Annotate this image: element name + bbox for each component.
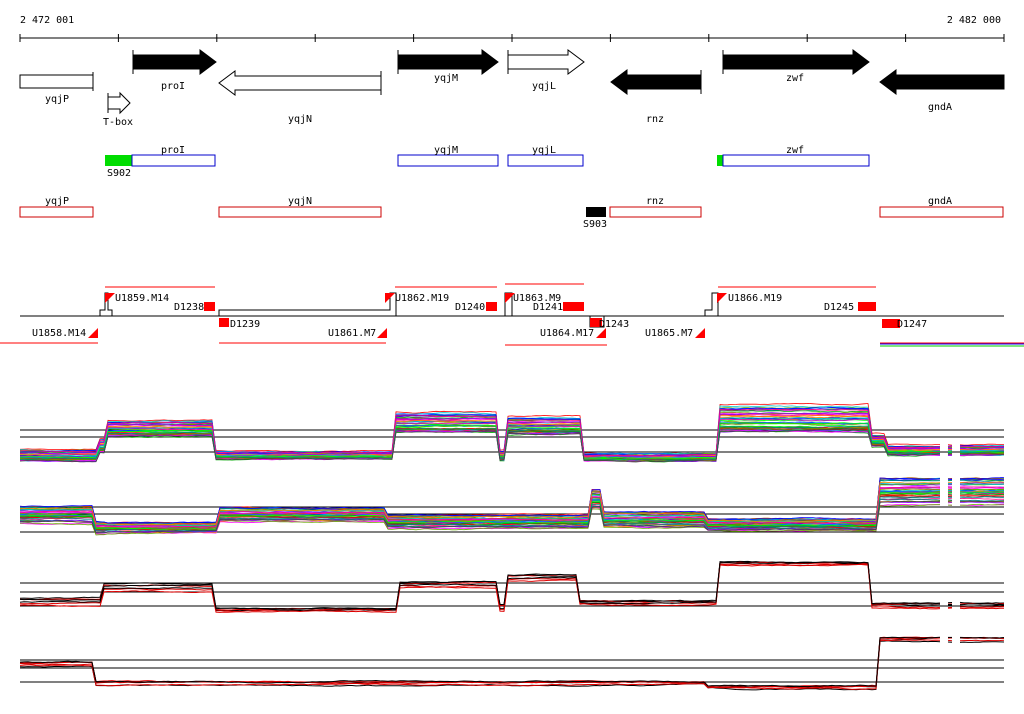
gene-label: yqjL <box>532 81 556 92</box>
segment-label: U1858.M14 <box>32 328 86 339</box>
feature-yqjP[interactable]: yqjP <box>19 196 94 218</box>
gene-yqjM[interactable]: yqjM <box>397 49 499 84</box>
feature-zwf[interactable]: zwf <box>722 145 870 167</box>
feature-label: yqjL <box>532 145 556 156</box>
ruler-end-label: 2 482 000 <box>947 15 1001 26</box>
gene-label: zwf <box>786 73 804 84</box>
segment-label: U1859.M14 <box>115 293 169 304</box>
gene-label: yqjM <box>434 73 458 84</box>
feature-rnz[interactable]: rnz <box>609 196 702 218</box>
segment-label: D1238 <box>174 302 204 313</box>
gene-yqjP[interactable]: yqjP <box>19 72 94 105</box>
gene-track: yqjP T-box proI yqjN yqjM yqjL <box>19 49 1005 128</box>
feature-label: yqjN <box>288 196 312 207</box>
expression-panel-minus-strand <box>19 477 1005 536</box>
marker-label: S903 <box>583 219 607 230</box>
expression-panel-plus-summary <box>19 560 1005 613</box>
segment-label: D1245 <box>824 302 854 313</box>
segment-label: U1863.M9 <box>513 293 561 304</box>
segmentation-track: U1859.M14 D1238 U1862.M19 D1240 U1863.M9… <box>0 283 1024 347</box>
feature-gndA[interactable]: gndA <box>879 196 1004 218</box>
gene-proI[interactable]: proI <box>132 49 217 92</box>
expression-panel-minus-summary <box>19 636 1005 691</box>
gene-t-box[interactable]: T-box <box>103 91 133 128</box>
segment-label: D1240 <box>455 302 485 313</box>
segment-label: U1861.M7 <box>328 328 376 339</box>
segment-label: D1243 <box>599 319 629 330</box>
gene-label: gndA <box>928 102 952 113</box>
plus-feature-track: S902 proI yqjM yqjL zwf <box>105 145 870 179</box>
marker-s902[interactable] <box>105 155 132 166</box>
feature-yqjM[interactable]: yqjM <box>397 145 499 167</box>
feature-label: yqjM <box>434 145 458 156</box>
expression-panel-plus-strand <box>19 402 1005 463</box>
segment-label: U1864.M17 <box>540 328 594 339</box>
coordinate-ruler: 2 472 001 2 482 000 <box>19 15 1005 42</box>
gene-zwf[interactable]: zwf <box>722 49 870 84</box>
gene-label: T-box <box>103 117 133 128</box>
gene-label: yqjP <box>45 94 69 105</box>
gene-label: yqjN <box>288 114 312 125</box>
feature-proI[interactable]: proI <box>131 145 216 167</box>
feature-label: gndA <box>928 196 952 207</box>
feature-yqjL[interactable]: yqjL <box>507 145 584 167</box>
gene-yqjL[interactable]: yqjL <box>507 49 585 92</box>
gene-label: proI <box>161 81 185 92</box>
segment-label: U1865.M7 <box>645 328 693 339</box>
feature-label: rnz <box>646 196 664 207</box>
marker-label: S902 <box>107 168 131 179</box>
segment-label: U1862.M19 <box>395 293 449 304</box>
ruler-start-label: 2 472 001 <box>20 15 74 26</box>
feature-yqjN[interactable]: yqjN <box>218 196 382 218</box>
gene-gndA[interactable]: gndA <box>879 69 1005 113</box>
segment-label: D1241 <box>533 302 563 313</box>
gene-rnz[interactable]: rnz <box>610 69 702 125</box>
feature-label: zwf <box>786 145 804 156</box>
minus-feature-track: yqjP yqjN S903 rnz gndA <box>19 196 1004 230</box>
feature-label: proI <box>161 145 185 156</box>
segment-label: D1239 <box>230 319 260 330</box>
segment-label: U1866.M19 <box>728 293 782 304</box>
feature-label: yqjP <box>45 196 69 207</box>
segment-label: D1247 <box>897 319 927 330</box>
gene-yqjN[interactable]: yqjN <box>218 70 382 125</box>
marker-zwf-start[interactable] <box>717 155 723 166</box>
marker-s903[interactable] <box>586 207 606 217</box>
gene-label: rnz <box>646 114 664 125</box>
